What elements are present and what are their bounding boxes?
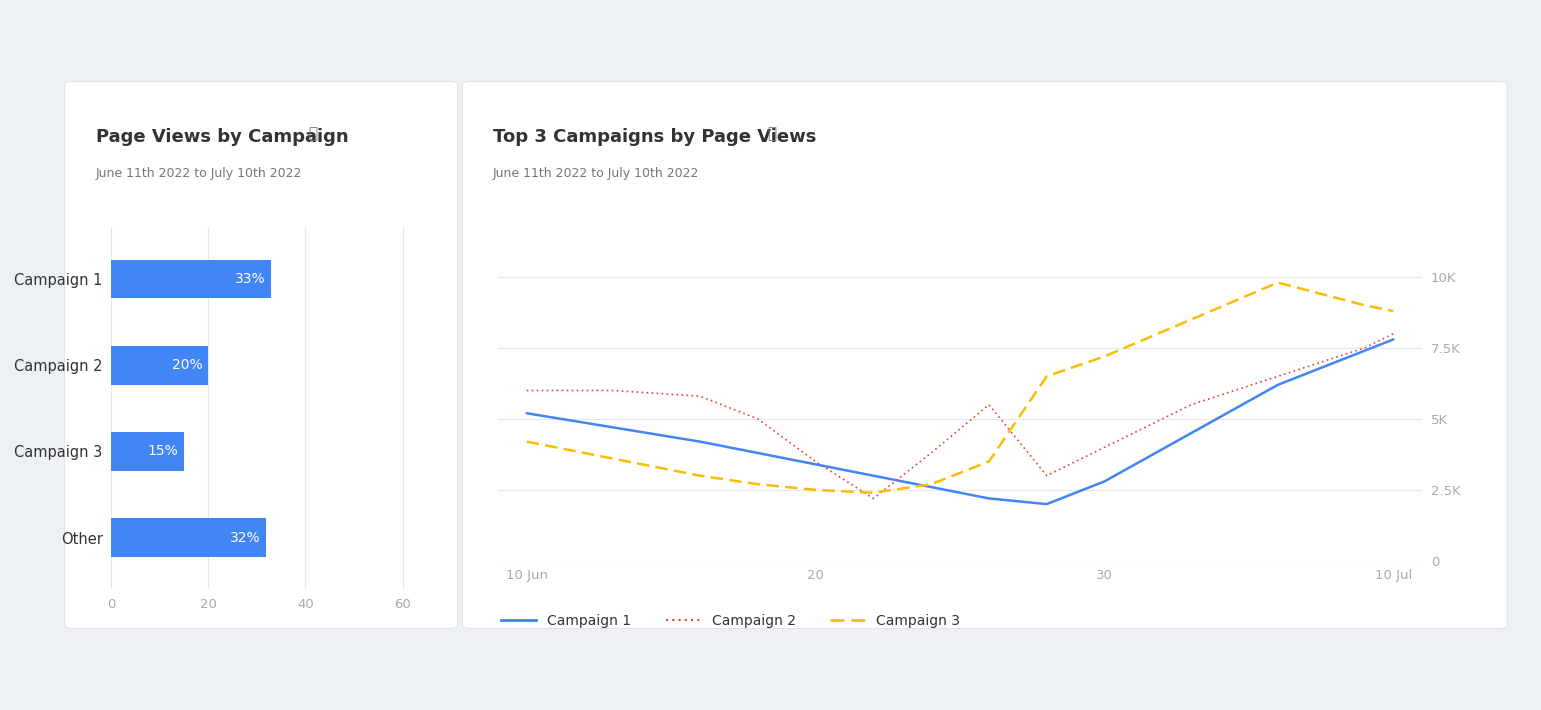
- Text: June 11th 2022 to July 10th 2022: June 11th 2022 to July 10th 2022: [493, 167, 700, 180]
- Bar: [111, 518, 267, 557]
- Text: Top 3 Campaigns by Page Views: Top 3 Campaigns by Page Views: [493, 128, 817, 146]
- Legend: Campaign 1, Campaign 2, Campaign 3: Campaign 1, Campaign 2, Campaign 3: [496, 608, 966, 633]
- Text: ⓘ: ⓘ: [308, 126, 317, 141]
- Bar: [111, 432, 183, 471]
- Text: 20%: 20%: [171, 358, 202, 372]
- Text: 32%: 32%: [230, 530, 260, 545]
- Text: 33%: 33%: [234, 272, 265, 286]
- Text: ⓘ: ⓘ: [767, 126, 777, 141]
- Text: 15%: 15%: [148, 444, 179, 459]
- Bar: [111, 346, 208, 385]
- Bar: [111, 260, 271, 298]
- Text: Page Views by Campaign: Page Views by Campaign: [96, 128, 348, 146]
- Text: June 11th 2022 to July 10th 2022: June 11th 2022 to July 10th 2022: [96, 167, 302, 180]
